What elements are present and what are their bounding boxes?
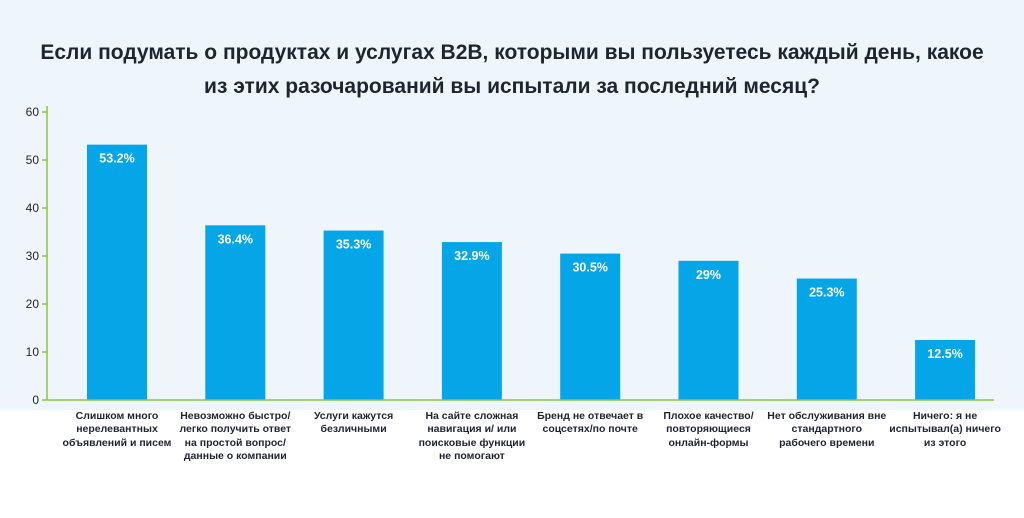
x-tick-label: Ничего: я не испытывал(а) ничего из этог… bbox=[889, 410, 1001, 449]
data-label: 36.4% bbox=[218, 232, 253, 246]
y-tick-label: 30 bbox=[26, 249, 40, 263]
y-tick-label: 10 bbox=[26, 345, 40, 359]
y-tick-label: 60 bbox=[26, 105, 40, 119]
y-tick-label: 40 bbox=[26, 201, 40, 215]
data-label: 30.5% bbox=[572, 261, 607, 275]
y-tick-label: 50 bbox=[26, 153, 40, 167]
bar bbox=[441, 242, 502, 400]
bar bbox=[205, 225, 266, 400]
data-label: 35.3% bbox=[336, 238, 371, 252]
chart-title: Если подумать о продуктах и услугах B2B,… bbox=[40, 41, 984, 98]
bar bbox=[323, 230, 384, 400]
x-tick-label: Невозможно быстро/легко получить ответ н… bbox=[179, 410, 292, 463]
data-label: 53.2% bbox=[99, 152, 134, 166]
x-tick-label: Услуги кажутся безличными bbox=[313, 410, 394, 436]
x-tick-label: Слишком много нерелевантных объявлений и… bbox=[62, 410, 172, 449]
bar bbox=[796, 278, 857, 400]
bar bbox=[87, 144, 147, 400]
data-label: 32.9% bbox=[454, 249, 489, 263]
data-label: 29% bbox=[696, 268, 721, 282]
x-tick-label: Бренд не отвечает в соцсетях/по почте bbox=[537, 410, 644, 436]
y-tick-label: 20 bbox=[26, 297, 40, 311]
x-tick-label: На сайте сложная навигация и/ или поиско… bbox=[418, 410, 526, 463]
bar bbox=[915, 340, 976, 400]
y-tick-label: 0 bbox=[32, 393, 39, 407]
x-tick-label: Нет обслуживания вне стандартного рабоче… bbox=[767, 410, 887, 449]
bar bbox=[678, 260, 739, 400]
x-tick-label: Плохое качество/ повторяющиеся онлайн-фо… bbox=[663, 410, 754, 449]
data-label: 25.3% bbox=[809, 286, 844, 300]
bar bbox=[560, 253, 621, 400]
data-label: 12.5% bbox=[927, 347, 962, 361]
